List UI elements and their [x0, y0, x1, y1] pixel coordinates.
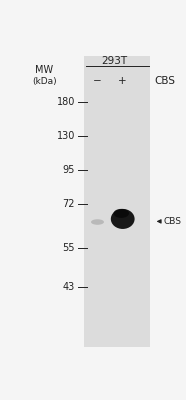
Text: (kDa): (kDa)	[32, 77, 57, 86]
Text: CBS: CBS	[154, 76, 175, 86]
Text: 293T: 293T	[102, 56, 128, 66]
Text: 55: 55	[63, 243, 75, 253]
Text: 95: 95	[63, 165, 75, 175]
Text: +: +	[118, 76, 126, 86]
Ellipse shape	[91, 219, 104, 225]
Text: −: −	[93, 76, 102, 86]
Text: 130: 130	[57, 131, 75, 141]
Text: 72: 72	[63, 198, 75, 208]
Text: 180: 180	[57, 97, 75, 107]
Text: MW: MW	[35, 65, 53, 75]
Bar	[84, 56, 150, 347]
Ellipse shape	[113, 209, 129, 218]
Text: CBS: CBS	[164, 217, 182, 226]
Ellipse shape	[111, 209, 135, 229]
Text: 43: 43	[63, 282, 75, 292]
